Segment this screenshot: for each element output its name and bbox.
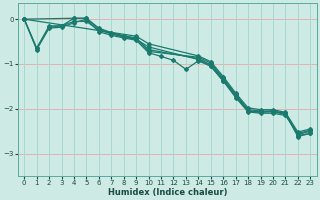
X-axis label: Humidex (Indice chaleur): Humidex (Indice chaleur): [108, 188, 227, 197]
